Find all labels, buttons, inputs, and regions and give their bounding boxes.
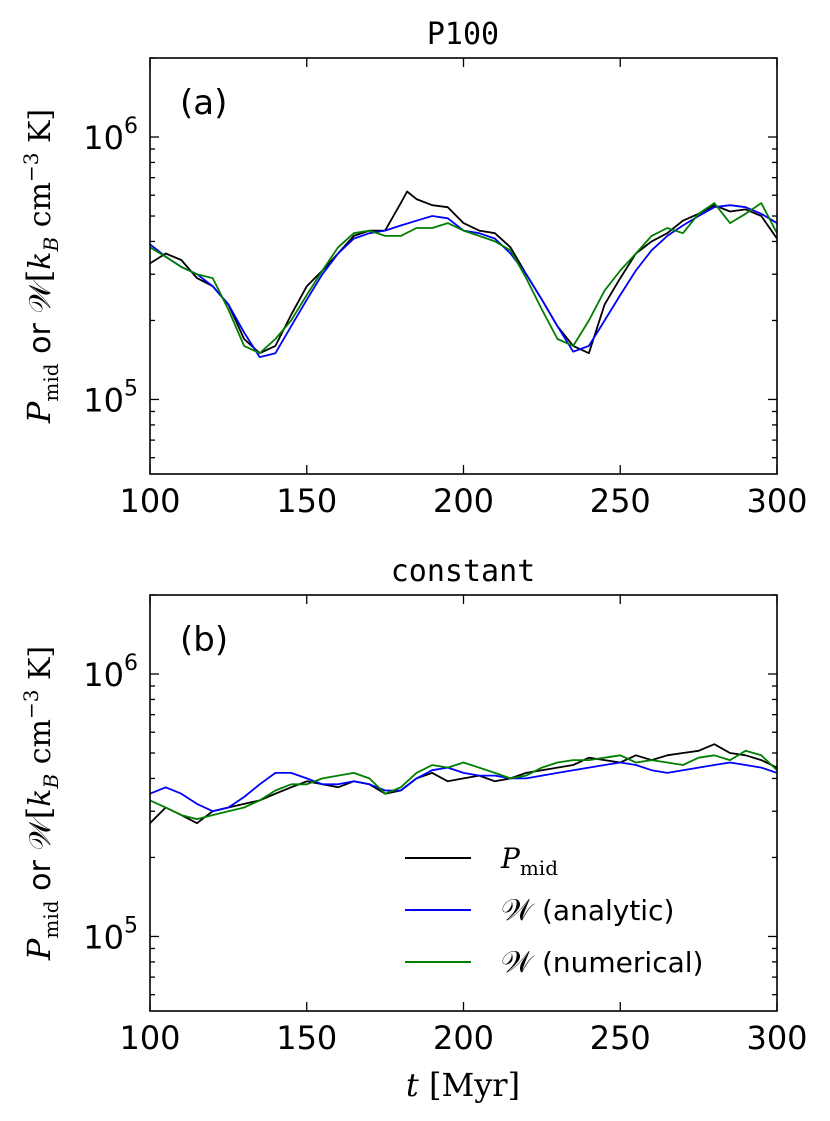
x-axis-label: t [Myr] [406, 1066, 520, 1104]
series-line-w-analytic [150, 204, 777, 358]
y-tick-label: 105 [83, 913, 138, 956]
legend-entry: 𝒲 (numerical) [501, 945, 703, 980]
series-line-p-mid [150, 743, 777, 825]
series-layer [150, 743, 777, 825]
axis-ticks [149, 594, 778, 1011]
x-tick-label: 100 [119, 482, 180, 520]
x-tick-label: 150 [276, 482, 337, 520]
axis-ticks [149, 57, 778, 474]
series-line-w-numerical [150, 749, 777, 820]
x-tick-label: 100 [119, 1019, 180, 1057]
panel-label: (b) [180, 620, 228, 660]
y-tick-label: 106 [83, 114, 138, 157]
series-line-w-numerical [150, 202, 777, 355]
series-layer [150, 190, 777, 358]
panel-title: constant [391, 554, 536, 589]
y-axis-label: Pmid or 𝒲[kB cm−3 K] [19, 109, 63, 424]
panel-b: constant 100 150 200 250 300 105 106 (b) Pmid… [19, 554, 808, 1057]
y-tick-labels: 105 106 [83, 651, 138, 956]
legend-entry: Pmid [500, 842, 558, 880]
y-tick-label: 105 [83, 376, 138, 419]
x-tick-label: 250 [590, 1019, 651, 1057]
plot-frame [149, 57, 778, 475]
panel-label: (a) [180, 83, 227, 123]
x-tick-label: 150 [276, 1019, 337, 1057]
series-line-p-mid [150, 190, 777, 355]
x-tick-labels: 100 150 200 250 300 [119, 482, 807, 520]
x-tick-label: 300 [746, 482, 807, 520]
panel-a: P100 100 150 200 250 300 105 106 (a) Pmid or … [19, 17, 808, 520]
x-tick-labels: 100 150 200 250 300 [119, 1019, 807, 1057]
y-axis-label: Pmid or 𝒲[kB cm−3 K] [19, 646, 63, 961]
y-axis-label-text: Pmid or 𝒲[kB cm−3 K] [19, 109, 63, 424]
x-tick-label: 300 [746, 1019, 807, 1057]
series-line-w-analytic [150, 761, 777, 813]
y-tick-labels: 105 106 [83, 114, 138, 419]
y-axis-label-text: Pmid or 𝒲[kB cm−3 K] [19, 646, 63, 961]
x-axis-label-text: t [Myr] [406, 1066, 520, 1104]
panel-title: P100 [427, 17, 499, 52]
legend: Pmid 𝒲 (analytic) 𝒲 (numerical) [405, 842, 703, 980]
x-tick-label: 200 [433, 482, 494, 520]
x-tick-label: 250 [590, 482, 651, 520]
legend-entry: 𝒲 (analytic) [501, 893, 674, 928]
y-tick-label: 106 [83, 651, 138, 694]
x-tick-label: 200 [433, 1019, 494, 1057]
